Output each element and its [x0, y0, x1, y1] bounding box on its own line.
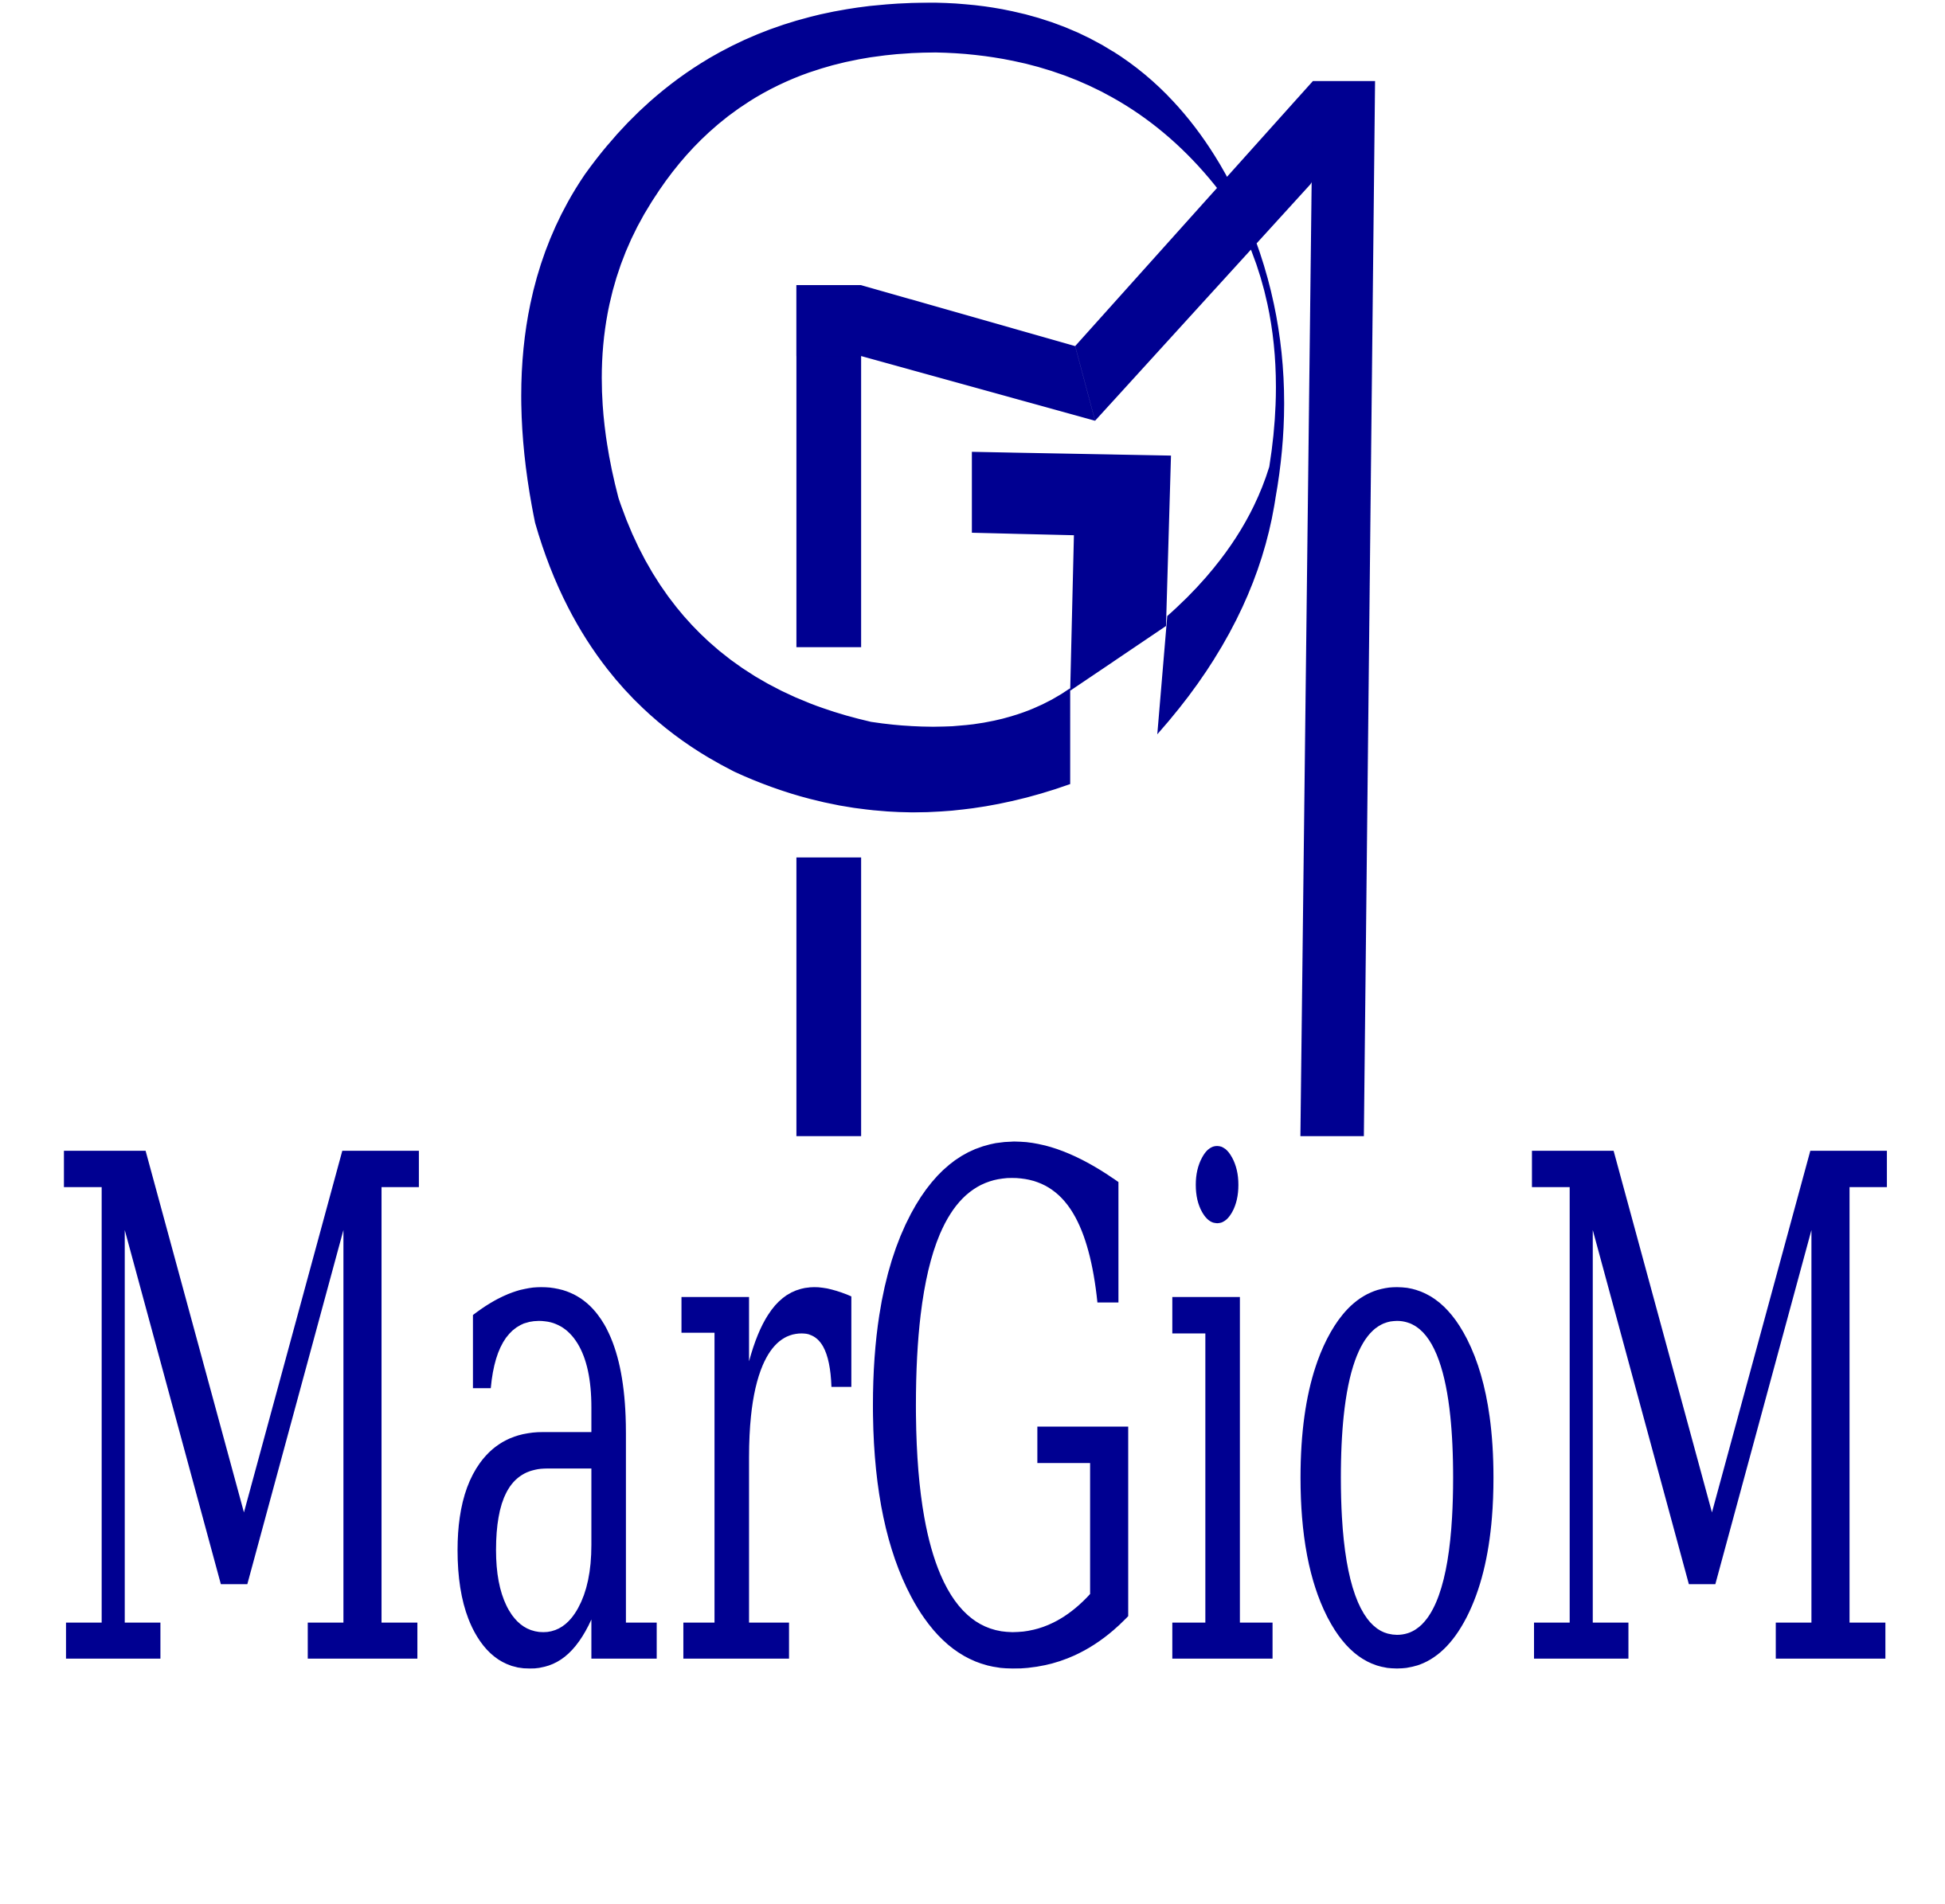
gm-monogram-emblem [521, 2, 1376, 1136]
wordmark: MarGioM [45, 1013, 1906, 1824]
m-right-diagonal [1074, 80, 1376, 421]
g-crossbar-shape [972, 452, 1172, 691]
m-right-stem [1300, 80, 1376, 1136]
m-left-diagonal [796, 285, 1095, 421]
wordmark-text: MarGioM [45, 1013, 1906, 1824]
g-ring-shape [521, 2, 1285, 813]
m-left-descender [796, 857, 862, 1136]
